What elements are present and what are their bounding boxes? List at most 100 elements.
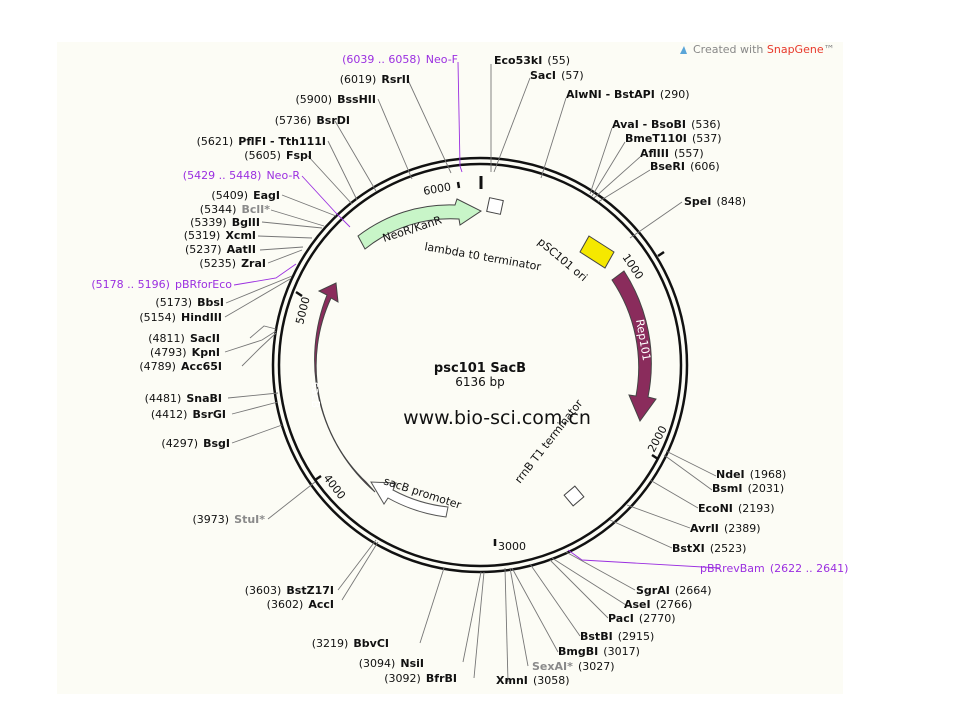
svg-text:(3602) AccI: (3602) AccI bbox=[267, 593, 334, 612]
svg-text:(6019) RsrII: (6019) RsrII bbox=[340, 68, 410, 87]
plasmid-length: 6136 bp bbox=[455, 375, 505, 389]
svg-text:SpeI (848): SpeI (848) bbox=[684, 190, 746, 209]
credit-tm: ™ bbox=[824, 43, 835, 56]
svg-text:Created with SnapGene™: Created with SnapGene™ bbox=[693, 43, 835, 56]
site-name[interactable]: ZraI bbox=[241, 257, 266, 270]
feature-neor-kanr-arrow[interactable] bbox=[357, 198, 482, 250]
svg-text:(4481) SnaBI: (4481) SnaBI bbox=[145, 387, 222, 406]
snapgene-logo-icon bbox=[680, 46, 687, 54]
site-name[interactable]: SgrAI bbox=[636, 584, 670, 597]
site-name[interactable]: BbvCI bbox=[353, 637, 389, 650]
site-name[interactable]: AlwNI - BstAPI bbox=[566, 88, 655, 101]
feature-rep101-arrow[interactable] bbox=[611, 270, 657, 423]
site-name[interactable]: AvaI - BsoBI bbox=[612, 118, 686, 131]
svg-text:XmnI (3058): XmnI (3058) bbox=[496, 669, 570, 688]
feature-sacb-arrow[interactable] bbox=[314, 282, 376, 493]
site-name[interactable]: BbsI bbox=[197, 296, 224, 309]
site-name[interactable]: SnaBI bbox=[186, 392, 222, 405]
svg-text:(5605) FspI: (5605) FspI bbox=[244, 144, 312, 163]
site-name[interactable]: PacI bbox=[608, 612, 634, 625]
site-name[interactable]: NdeI bbox=[716, 468, 745, 481]
svg-text:(4811) SacII: (4811) SacII bbox=[148, 327, 220, 346]
site-name[interactable]: Acc65I bbox=[181, 360, 222, 373]
feature-psc101-ori-label: pSC101 ori bbox=[535, 235, 590, 284]
feature-rrnb-t1-box[interactable] bbox=[563, 485, 585, 507]
site-name[interactable]: BstZ17I bbox=[286, 584, 334, 597]
svg-text:(5178 .. 5196) pBRforEco: (5178 .. 5196) pBRforEco bbox=[91, 273, 232, 292]
feature-psc101-ori-box[interactable] bbox=[579, 235, 615, 269]
leader-lines bbox=[224, 61, 721, 683]
site-name[interactable]: StuI* bbox=[234, 513, 265, 526]
site-name[interactable]: RsrII bbox=[381, 73, 410, 86]
site-name[interactable]: NsiI bbox=[400, 657, 424, 670]
svg-text:SexAI* (3027): SexAI* (3027) bbox=[532, 655, 615, 674]
svg-text:BseRI (606): BseRI (606) bbox=[650, 155, 720, 174]
svg-text:AvaI - BsoBI (536): AvaI - BsoBI (536) bbox=[612, 113, 721, 132]
primer-name[interactable]: pBRforEco bbox=[175, 278, 232, 291]
primer-name[interactable]: pBRrevBam bbox=[700, 562, 765, 575]
svg-text:(5736) BsrDI: (5736) BsrDI bbox=[275, 109, 350, 128]
site-name[interactable]: BglII bbox=[232, 216, 260, 229]
site-name[interactable]: HindIII bbox=[181, 311, 222, 324]
site-name[interactable]: SpeI bbox=[684, 195, 711, 208]
site-labels-left: (3092) BfrBI (3094) NsiI (3219) BbvCI (3… bbox=[91, 48, 458, 685]
svg-text:(5429 .. 5448) Neo-R: (5429 .. 5448) Neo-R bbox=[183, 164, 301, 183]
site-name[interactable]: BmeT110I bbox=[625, 132, 687, 145]
site-name[interactable]: PflFI - Tth111I bbox=[238, 135, 326, 148]
credit-brand: SnapGene bbox=[767, 43, 824, 56]
svg-text:BmeT110I (537): BmeT110I (537) bbox=[625, 127, 722, 146]
svg-text:AflIII (557): AflIII (557) bbox=[640, 142, 704, 161]
site-name[interactable]: BsgI bbox=[203, 437, 230, 450]
site-name[interactable]: BfrBI bbox=[426, 672, 457, 685]
site-name[interactable]: AseI bbox=[624, 598, 651, 611]
svg-text:AseI (2766): AseI (2766) bbox=[624, 593, 692, 612]
site-name[interactable]: BclI* bbox=[241, 203, 270, 216]
primer-name[interactable]: Neo-R bbox=[266, 169, 300, 182]
svg-text:(5900) BssHII: (5900) BssHII bbox=[295, 88, 376, 107]
site-name[interactable]: EcoNI bbox=[698, 502, 733, 515]
svg-text:(6039 .. 6058) Neo-F: (6039 .. 6058) Neo-F bbox=[342, 48, 458, 67]
svg-text:(5319) XcmI: (5319) XcmI bbox=[184, 224, 256, 243]
site-name[interactable]: BseRI bbox=[650, 160, 685, 173]
site-name[interactable]: XmnI bbox=[496, 674, 528, 687]
site-name[interactable]: AflIII bbox=[640, 147, 669, 160]
svg-text:pBRrevBam (2622 .. 2641): pBRrevBam (2622 .. 2641) bbox=[700, 557, 848, 576]
svg-text:AlwNI - BstAPI (290): AlwNI - BstAPI (290) bbox=[566, 83, 690, 102]
site-name[interactable]: BsrDI bbox=[316, 114, 350, 127]
tick-marks bbox=[295, 181, 665, 546]
site-name[interactable]: BmgBI bbox=[558, 645, 598, 658]
site-name[interactable]: FspI bbox=[286, 149, 312, 162]
site-name[interactable]: BsmI bbox=[712, 482, 743, 495]
svg-text:(3219) BbvCI: (3219) BbvCI bbox=[312, 632, 389, 651]
site-name[interactable]: AvrII bbox=[690, 522, 719, 535]
site-name[interactable]: SacII bbox=[190, 332, 220, 345]
site-name[interactable]: EagI bbox=[253, 189, 280, 202]
site-name[interactable]: SexAI* bbox=[532, 660, 573, 673]
feature-sacb-promoter-arrow[interactable] bbox=[370, 481, 449, 518]
tick-6000: 6000 bbox=[422, 180, 452, 198]
svg-text:BmgBI (3017): BmgBI (3017) bbox=[558, 640, 640, 659]
primer-name[interactable]: Neo-F bbox=[426, 53, 458, 66]
svg-text:(4412) BsrGI: (4412) BsrGI bbox=[151, 403, 226, 422]
svg-text:(4789) Acc65I: (4789) Acc65I bbox=[139, 355, 222, 374]
svg-text:EcoNI (2193): EcoNI (2193) bbox=[698, 497, 775, 516]
site-name[interactable]: KpnI bbox=[192, 346, 220, 359]
svg-text:(5235) ZraI: (5235) ZraI bbox=[199, 252, 266, 271]
site-name[interactable]: BstBI bbox=[580, 630, 613, 643]
site-name[interactable]: BssHII bbox=[337, 93, 376, 106]
site-name[interactable]: BstXI bbox=[672, 542, 705, 555]
site-name[interactable]: SacI bbox=[530, 69, 556, 82]
feature-lambda-t0-box[interactable] bbox=[486, 197, 504, 215]
svg-text:NdeI (1968): NdeI (1968) bbox=[716, 463, 786, 482]
site-name[interactable]: Eco53kI bbox=[494, 54, 542, 67]
backbone-outer bbox=[271, 156, 689, 574]
svg-text:AvrII (2389): AvrII (2389) bbox=[690, 517, 761, 536]
site-name[interactable]: AatII bbox=[227, 243, 256, 256]
site-name[interactable]: AccI bbox=[308, 598, 334, 611]
tick-3000: 3000 bbox=[498, 540, 526, 553]
site-name[interactable]: XcmI bbox=[225, 229, 256, 242]
tick-4000: 4000 bbox=[321, 472, 348, 502]
svg-text:(3603) BstZ17I: (3603) BstZ17I bbox=[245, 579, 334, 598]
site-name[interactable]: BsrGI bbox=[193, 408, 226, 421]
